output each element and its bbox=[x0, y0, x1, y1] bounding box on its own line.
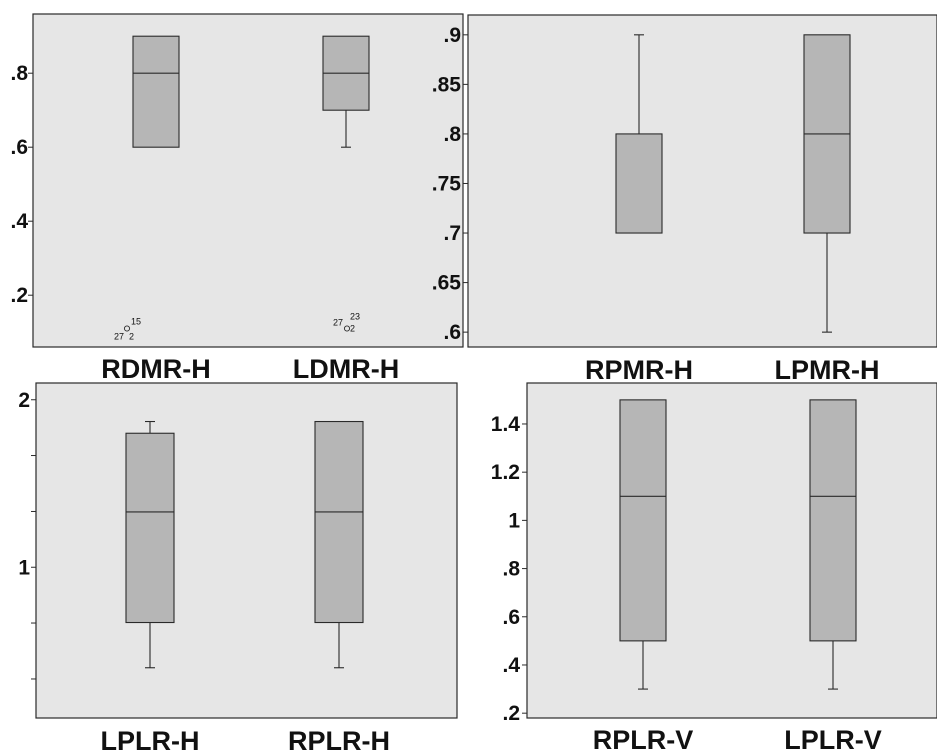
panel-3-ytick-label: 2 bbox=[18, 389, 30, 412]
panel-2-ytick-label: .7 bbox=[443, 222, 461, 245]
panel-1-category-label: RDMR-H bbox=[101, 354, 210, 384]
panel-1-ytick-label: .6 bbox=[10, 136, 28, 159]
panel-2-category-label: RPMR-H bbox=[585, 355, 693, 385]
panel-3-box bbox=[314, 420, 364, 624]
panel-1-outlier-point bbox=[343, 325, 351, 332]
panel-4-box bbox=[619, 399, 667, 642]
panel-1-outlier-label: 2 bbox=[350, 324, 355, 334]
panel-2-ytick-label: .9 bbox=[443, 24, 461, 47]
panel-1-background bbox=[32, 13, 464, 348]
panel-3-box bbox=[125, 432, 175, 624]
panel-4-ytick-label: 1.4 bbox=[491, 413, 521, 436]
panel-1-outlier-point bbox=[123, 325, 131, 332]
panel-3-ytick-label: 1 bbox=[18, 556, 30, 579]
panel-2-box bbox=[615, 133, 663, 234]
panel-1-outlier-label: 27 bbox=[333, 318, 343, 328]
panel-1-box bbox=[132, 35, 180, 148]
panel-1-ytick-label: .4 bbox=[10, 210, 28, 233]
panel-2-ytick-label: .65 bbox=[432, 272, 462, 295]
panel-2-ytick-label: .85 bbox=[432, 73, 462, 96]
panel-1-category-label: LDMR-H bbox=[293, 354, 399, 384]
panel-2-background bbox=[467, 14, 937, 348]
panel-4-ytick-label: .4 bbox=[502, 654, 520, 677]
panel-4-category-label: LPLR-V bbox=[784, 725, 882, 753]
panel-4-ytick-label: .2 bbox=[502, 702, 520, 725]
panel-4-ytick-label: .8 bbox=[502, 558, 520, 581]
panel-1-ytick-label: .8 bbox=[10, 62, 28, 85]
panel-4-ytick-label: 1 bbox=[508, 509, 520, 532]
panel-4-ytick-label: 1.2 bbox=[491, 461, 520, 484]
panel-1-outlier-label: 15 bbox=[131, 317, 141, 327]
panel-2-ytick-label: .6 bbox=[443, 321, 461, 344]
panel-2-ytick-label: .75 bbox=[432, 172, 462, 195]
panel-4-ytick-label: .6 bbox=[502, 606, 520, 629]
panel-2-category-label: LPMR-H bbox=[775, 355, 880, 385]
panel-1-outlier-label: 23 bbox=[350, 312, 360, 322]
panel-3-category-label: LPLR-H bbox=[101, 726, 200, 753]
panel-4-background bbox=[526, 382, 937, 719]
panel-1-ytick-label: .2 bbox=[10, 284, 28, 307]
panel-4-box bbox=[809, 399, 857, 642]
panel-3-category-label: RPLR-H bbox=[288, 726, 390, 753]
panel-4-category-label: RPLR-V bbox=[593, 725, 694, 753]
panel-3-background bbox=[35, 382, 458, 719]
panel-2-ytick-label: .8 bbox=[443, 123, 461, 146]
panel-1-outlier-label: 27 bbox=[114, 332, 124, 342]
panel-1-outlier-label: 2 bbox=[129, 332, 134, 342]
